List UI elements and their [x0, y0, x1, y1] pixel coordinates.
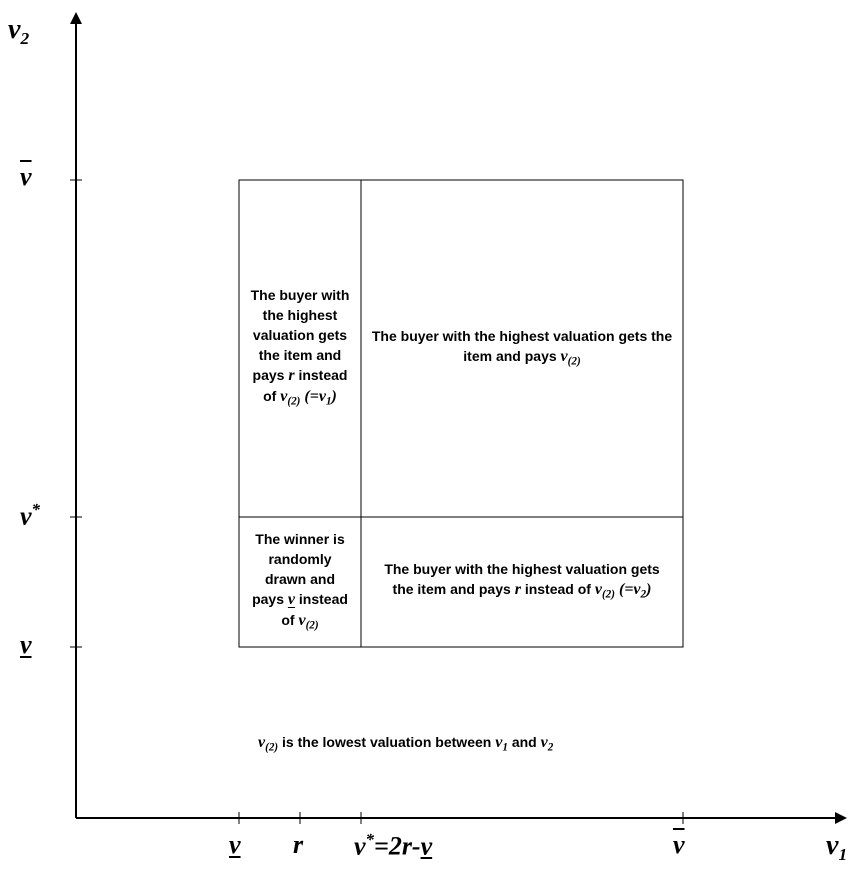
region-top-left: The buyer with the highest valuation get… — [240, 181, 360, 516]
footnote-and: and — [511, 734, 537, 750]
footnote-text: is the lowest valuation between — [282, 734, 492, 750]
x-tick-label-r: r — [293, 830, 304, 859]
region-top-left-instead: instead of — [263, 367, 348, 405]
x-tick-label-upper: v — [673, 830, 685, 859]
region-bottom-right-math: v(2) (=v2) — [594, 581, 652, 601]
x-tick-label-star: v*=2r-v — [354, 830, 433, 861]
valuation-square — [238, 179, 684, 648]
region-bottom-left-math: v(2) — [298, 611, 319, 632]
y-axis-label: v2 — [8, 14, 30, 49]
region-top-right: The buyer with the highest valuation get… — [362, 181, 682, 516]
region-bottom-left-v: v — [287, 590, 295, 608]
footnote-v2b: v2 — [540, 734, 554, 754]
footnote-v2: v(2) — [258, 734, 279, 754]
region-bottom-left-instead: instead of — [281, 590, 348, 628]
y-tick-label-star: v* — [20, 500, 40, 531]
y-tick-label-lower: v — [20, 630, 32, 659]
footnote: v(2) is the lowest valuation between v1 … — [258, 734, 553, 753]
region-top-left-r: r — [288, 367, 295, 385]
region-bottom-right-r: r — [514, 581, 521, 599]
region-bottom-left-text: The winner is randomly drawn and pays — [252, 530, 345, 607]
region-top-right-math: v(2) — [560, 347, 581, 368]
region-top-left-text: The buyer with the highest valuation get… — [250, 287, 350, 384]
region-bottom-left: The winner is randomly drawn and pays v … — [240, 518, 360, 646]
region-bottom-right: The buyer with the highest valuation get… — [362, 518, 682, 646]
region-bottom-right-text: The buyer with the highest valuation get… — [384, 561, 660, 598]
y-tick-label-upper: v — [20, 162, 32, 191]
region-top-left-math: v(2) (=v1) — [280, 388, 337, 408]
region-top-right-text: The buyer with the highest valuation get… — [371, 327, 673, 364]
x-axis-label: v1 — [826, 830, 848, 865]
x-tick-label-lower: v — [229, 830, 241, 859]
footnote-v1: v1 — [495, 734, 508, 754]
region-bottom-right-instead: instead of — [524, 581, 591, 598]
